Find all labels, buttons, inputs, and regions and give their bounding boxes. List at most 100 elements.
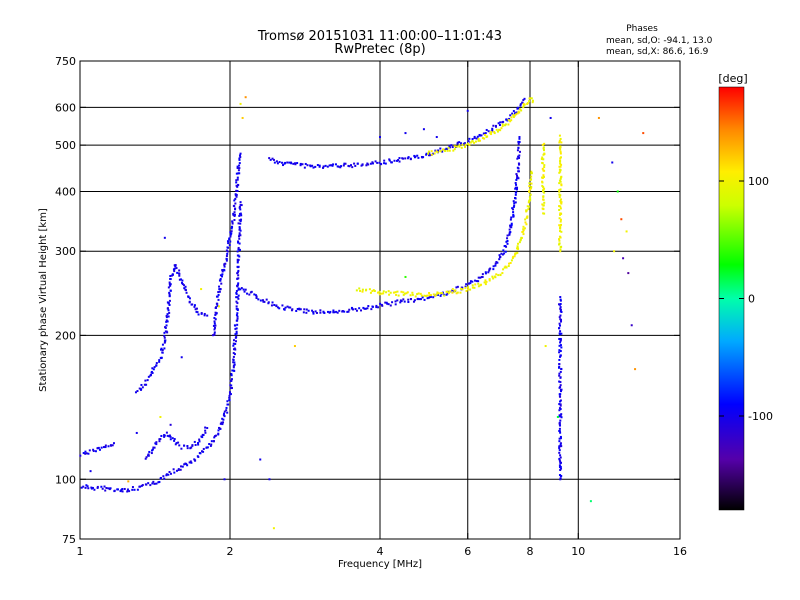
data-point bbox=[507, 119, 510, 122]
data-point bbox=[508, 228, 511, 231]
data-point bbox=[495, 273, 498, 276]
data-point bbox=[529, 199, 532, 202]
data-point bbox=[404, 292, 407, 295]
data-point bbox=[498, 124, 501, 127]
data-point bbox=[516, 149, 519, 152]
data-point bbox=[559, 150, 562, 153]
data-point bbox=[515, 111, 518, 114]
data-point bbox=[220, 421, 223, 424]
data-point bbox=[439, 147, 442, 150]
data-point bbox=[490, 130, 493, 133]
data-point bbox=[517, 162, 520, 165]
data-point bbox=[138, 387, 141, 390]
data-point bbox=[238, 167, 241, 170]
data-point bbox=[206, 427, 209, 430]
data-point bbox=[107, 445, 110, 448]
data-point bbox=[238, 154, 241, 157]
data-point bbox=[168, 470, 171, 473]
data-point bbox=[229, 393, 232, 396]
data-point bbox=[127, 480, 130, 483]
data-point bbox=[430, 153, 433, 156]
data-point bbox=[484, 133, 487, 136]
data-point bbox=[159, 415, 162, 418]
data-point bbox=[559, 454, 562, 457]
data-point bbox=[509, 120, 512, 123]
data-point bbox=[368, 288, 371, 291]
data-point bbox=[495, 128, 498, 131]
data-point bbox=[393, 159, 396, 162]
data-point bbox=[441, 150, 444, 153]
data-point bbox=[234, 333, 237, 336]
data-point bbox=[198, 452, 201, 455]
data-point bbox=[484, 279, 487, 282]
data-point bbox=[512, 114, 515, 117]
data-point bbox=[448, 146, 451, 149]
data-point bbox=[218, 426, 221, 429]
data-point bbox=[223, 478, 226, 481]
data-point bbox=[220, 275, 223, 278]
data-point bbox=[513, 202, 516, 205]
data-point bbox=[238, 172, 241, 175]
data-point bbox=[515, 183, 518, 186]
data-point bbox=[155, 441, 158, 444]
data-point bbox=[542, 198, 545, 201]
data-point bbox=[166, 301, 169, 304]
data-point bbox=[634, 368, 637, 371]
data-point bbox=[510, 216, 513, 219]
data-point bbox=[512, 211, 515, 214]
data-point bbox=[477, 137, 480, 140]
data-point bbox=[517, 247, 520, 250]
data-point bbox=[404, 275, 407, 278]
data-point bbox=[126, 488, 129, 491]
data-point bbox=[341, 310, 344, 313]
data-point bbox=[496, 261, 499, 264]
data-point bbox=[175, 442, 178, 445]
x-tick-label: 8 bbox=[527, 545, 534, 558]
data-point bbox=[229, 240, 232, 243]
data-point bbox=[468, 137, 471, 140]
data-point bbox=[559, 414, 562, 417]
data-point bbox=[186, 445, 189, 448]
data-point bbox=[237, 241, 240, 244]
data-point bbox=[230, 378, 233, 381]
data-point bbox=[133, 488, 136, 491]
data-point bbox=[131, 486, 134, 489]
data-point bbox=[151, 371, 154, 374]
data-point bbox=[270, 304, 273, 307]
data-point bbox=[402, 157, 405, 160]
data-point bbox=[239, 288, 242, 291]
data-point bbox=[319, 311, 322, 314]
data-point bbox=[559, 220, 562, 223]
data-point bbox=[360, 309, 363, 312]
data-point bbox=[231, 369, 234, 372]
data-point bbox=[282, 164, 285, 167]
data-point bbox=[414, 295, 417, 298]
data-point bbox=[219, 422, 222, 425]
data-point bbox=[322, 165, 325, 168]
data-point bbox=[237, 266, 240, 269]
data-point bbox=[435, 150, 438, 153]
data-point bbox=[559, 162, 562, 165]
data-point bbox=[511, 257, 514, 260]
data-point bbox=[510, 224, 513, 227]
data-point bbox=[205, 446, 208, 449]
data-point bbox=[422, 156, 425, 159]
data-point bbox=[512, 215, 515, 218]
data-point bbox=[233, 324, 236, 327]
data-point bbox=[236, 315, 239, 318]
data-point bbox=[407, 156, 410, 159]
data-point bbox=[616, 190, 619, 193]
data-point bbox=[473, 286, 476, 289]
data-point bbox=[234, 193, 237, 196]
data-point bbox=[359, 289, 362, 292]
data-point bbox=[510, 119, 513, 122]
data-point bbox=[516, 186, 519, 189]
data-point bbox=[235, 332, 238, 335]
data-point bbox=[237, 287, 240, 290]
data-point bbox=[385, 291, 388, 294]
data-point bbox=[96, 485, 99, 488]
data-point bbox=[237, 169, 240, 172]
data-point bbox=[215, 312, 218, 315]
data-point bbox=[464, 145, 467, 148]
data-point bbox=[303, 166, 306, 169]
